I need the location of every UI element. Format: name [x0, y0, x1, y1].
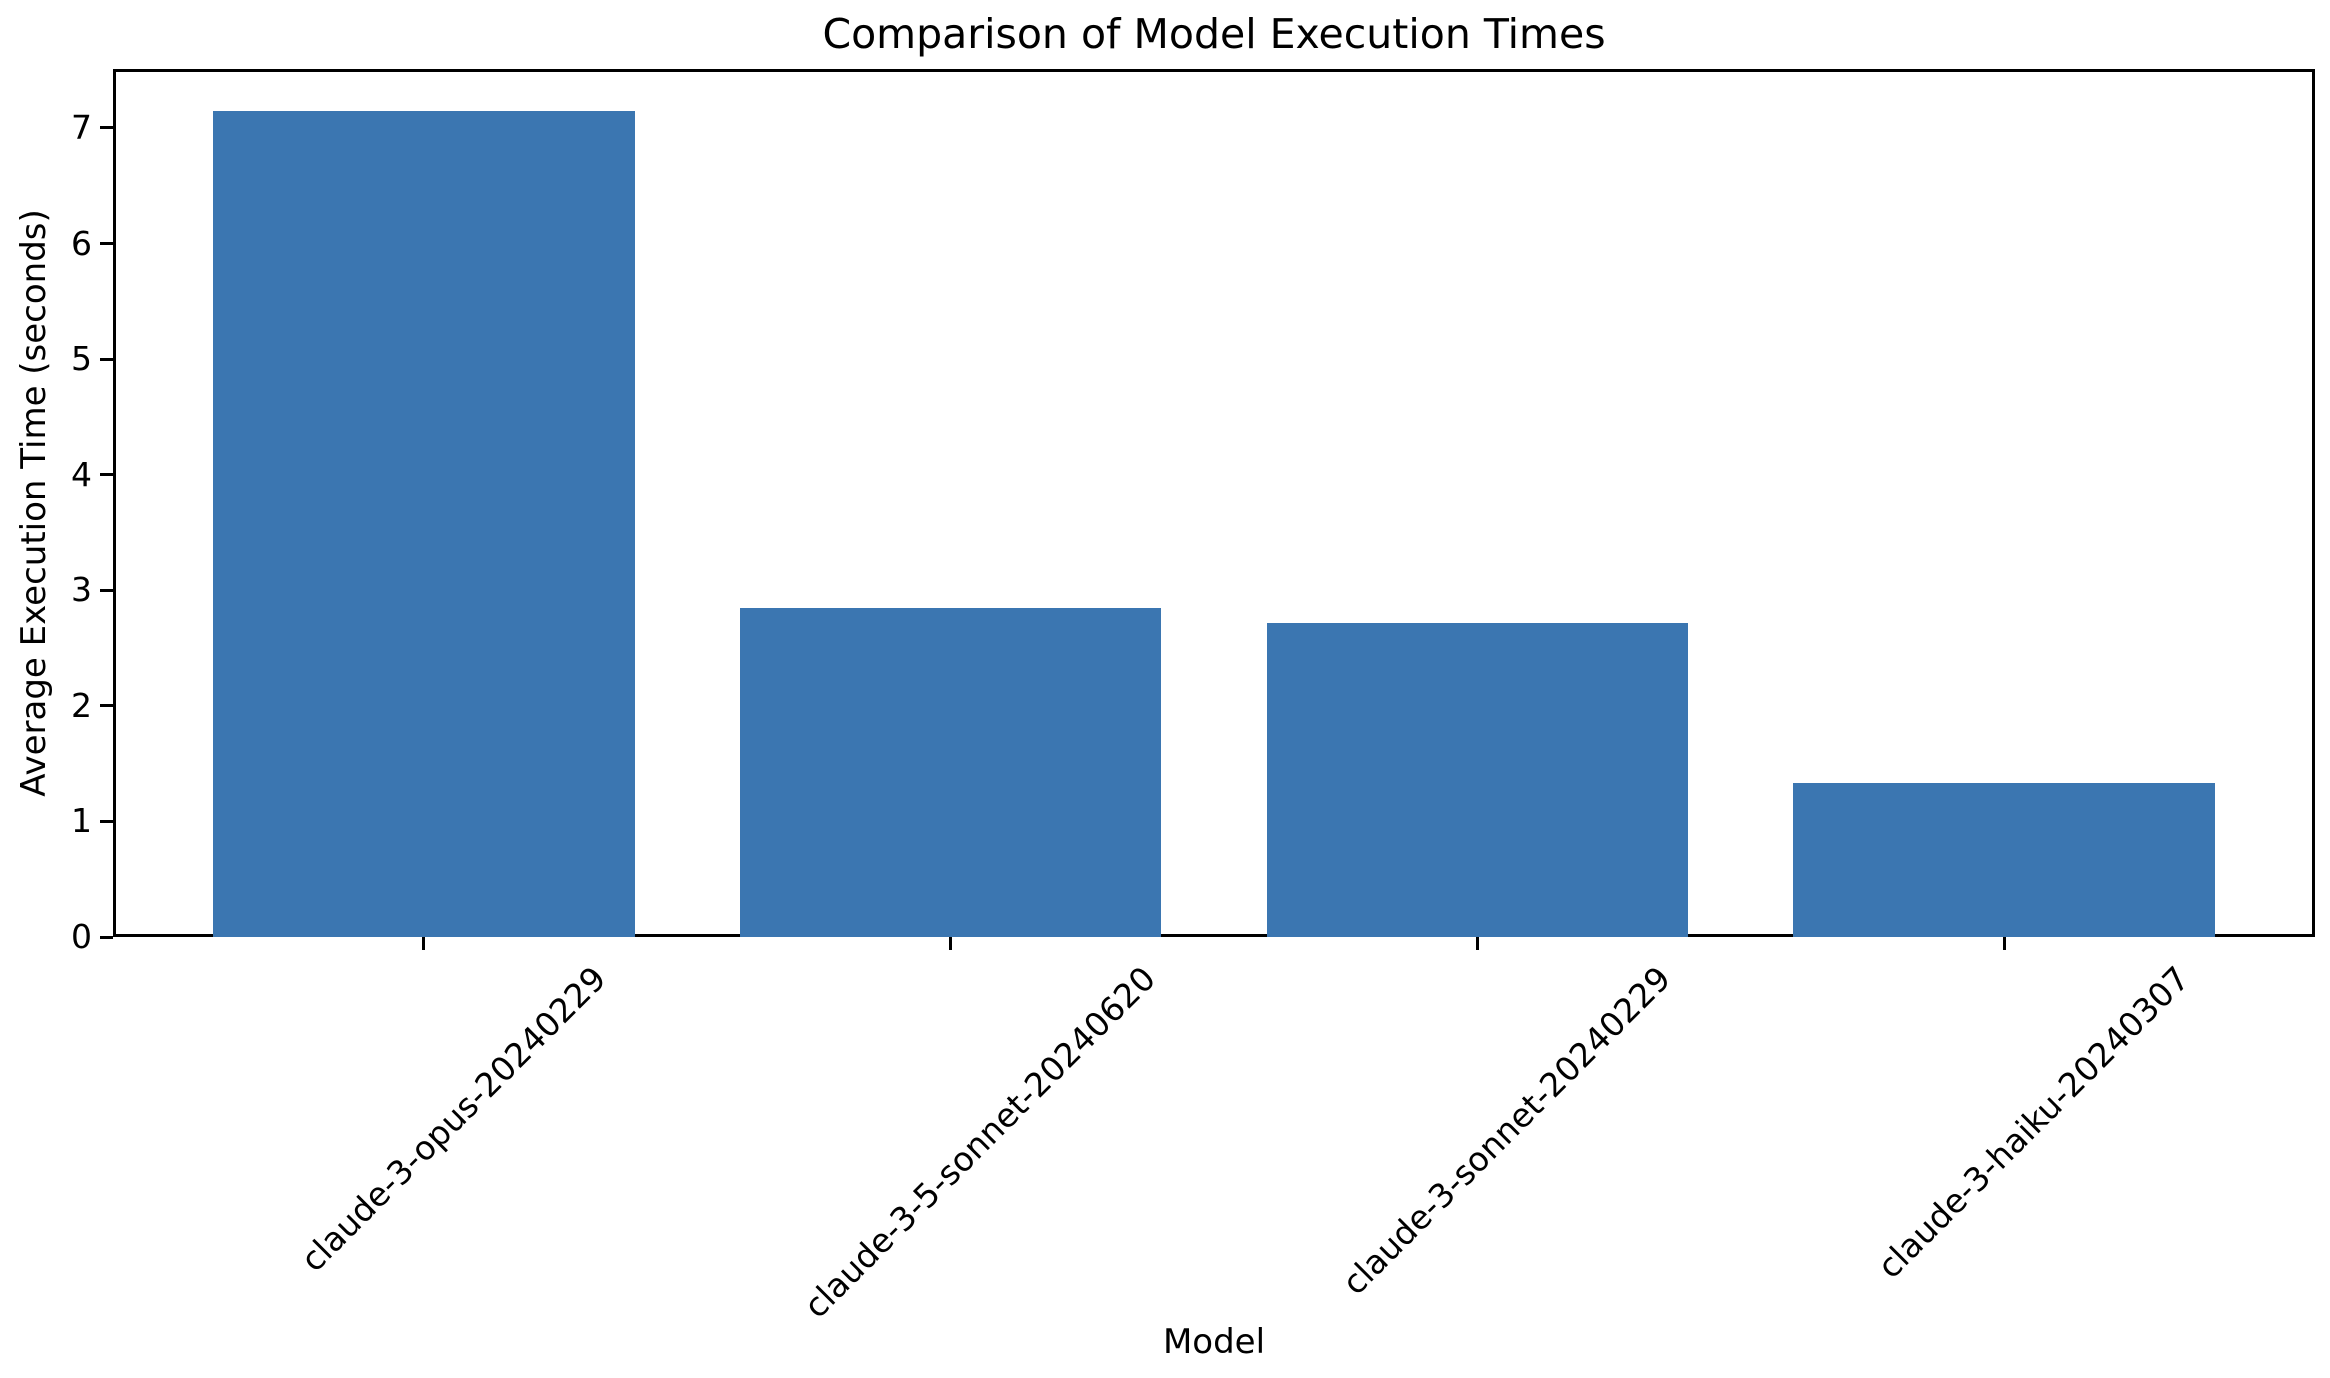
y-tick-mark: [100, 126, 113, 130]
y-tick-label: 4: [71, 454, 92, 494]
x-tick-mark: [2002, 937, 2006, 950]
chart-title: Comparison of Model Execution Times: [822, 10, 1606, 58]
bar-claude-3-opus-20240229: [213, 110, 635, 937]
x-tick-mark: [1475, 937, 1479, 950]
x-tick-mark: [949, 937, 953, 950]
y-tick-label: 3: [71, 570, 92, 610]
x-axis-label: Model: [1162, 1322, 1266, 1362]
x-tick-label: claude-3-haiku-20240307: [1869, 958, 2197, 1286]
y-tick-mark: [100, 473, 113, 477]
y-tick-mark: [100, 242, 113, 246]
x-tick-mark: [422, 937, 426, 950]
y-tick-label: 6: [71, 223, 92, 263]
y-tick-label: 2: [71, 685, 92, 725]
bar-claude-3-sonnet-20240229: [1266, 622, 1689, 937]
y-tick-mark: [100, 935, 113, 939]
bar-claude-3-5-sonnet-20240620: [739, 607, 1162, 937]
y-tick-label: 0: [71, 917, 92, 956]
y-tick-label: 7: [71, 107, 92, 147]
x-tick-label: claude-3-sonnet-20240229: [1334, 958, 1679, 1303]
x-tick-label: claude-3-5-sonnet-20240620: [796, 958, 1164, 1326]
x-tick-label: claude-3-opus-20240229: [293, 958, 614, 1280]
y-tick-mark: [100, 704, 113, 708]
bar-claude-3-haiku-20240307: [1793, 783, 2215, 937]
y-tick-mark: [100, 819, 113, 823]
y-tick-mark: [100, 357, 113, 361]
y-tick-mark: [100, 588, 113, 592]
y-tick-label: 5: [71, 339, 92, 379]
y-tick-label: 1: [71, 801, 92, 841]
